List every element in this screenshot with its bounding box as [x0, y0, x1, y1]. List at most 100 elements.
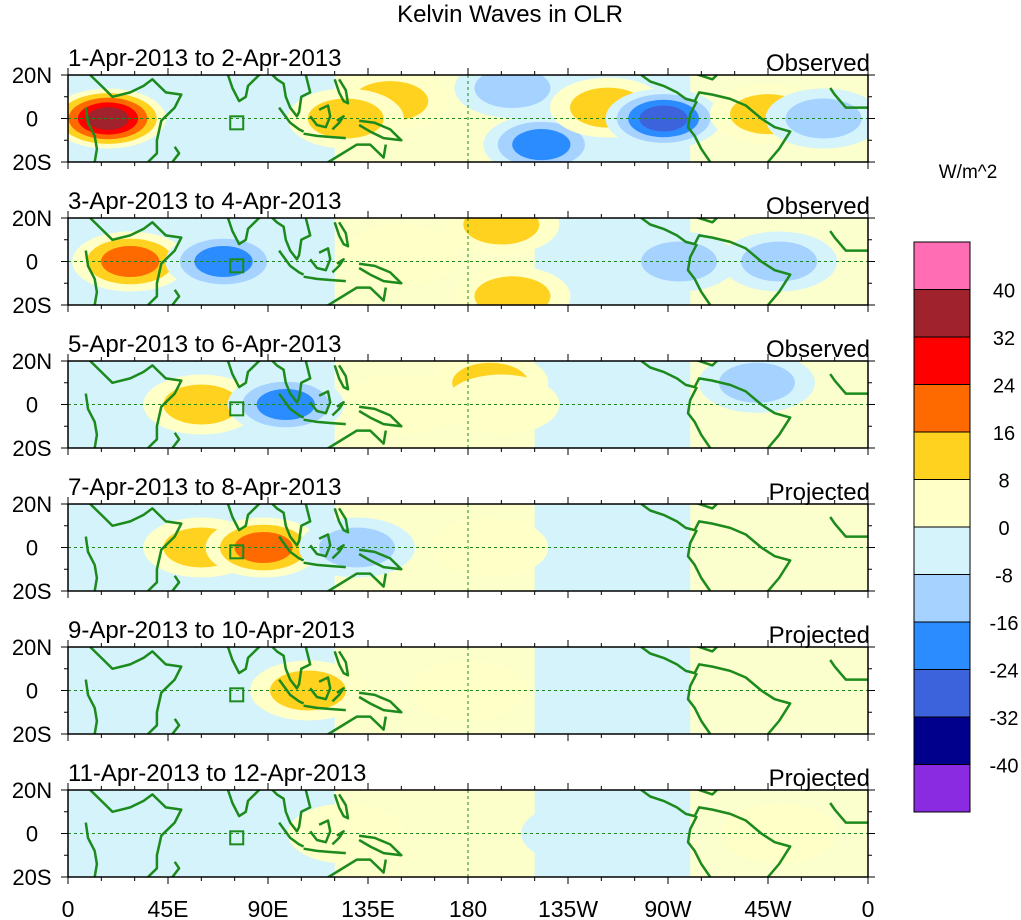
olr-anomaly-contour [234, 531, 293, 564]
colorbar-swatch [913, 764, 971, 813]
coastline [171, 575, 181, 591]
coastline [309, 533, 332, 558]
colorbar-level-label: -24 [990, 661, 1019, 683]
panel: 20N 0 20S 5-Apr-2013 to 6-Apr-2013 Observed [12, 331, 875, 461]
colorbar-swatch [913, 574, 971, 623]
colorbar-level-label: -16 [990, 613, 1019, 635]
coastline [303, 418, 346, 426]
coastline [358, 691, 403, 714]
panel-date-range: 5-Apr-2013 to 6-Apr-2013 [68, 331, 342, 358]
panel: 20N 0 20S 1-Apr-2013 to 2-Apr-2013 Observed [12, 45, 875, 175]
coastline [358, 405, 403, 428]
colorbar: W/m^2 40 32 24 16 8 0 -8 -16 -24 -32 -40 [913, 162, 1019, 813]
coastline [829, 87, 868, 109]
coastline [89, 361, 183, 448]
colorbar-level-label: -8 [995, 566, 1013, 588]
coastline [333, 364, 350, 391]
coastline [89, 504, 183, 591]
coastline [686, 100, 712, 162]
coastline [84, 679, 99, 734]
olr-anomaly-contour [641, 241, 718, 282]
colorbar-swatch [913, 669, 971, 718]
coastline [829, 516, 868, 538]
y-tick-label: 0 [26, 536, 38, 561]
colorbar-level-label: 16 [993, 423, 1015, 445]
colorbar-swatch [913, 431, 971, 480]
coastline [333, 78, 350, 105]
coastline [171, 861, 181, 877]
x-tick-label: 135E [341, 896, 395, 920]
coastline [326, 715, 388, 734]
y-tick-label: 20N [12, 492, 52, 517]
y-tick-label: 20N [12, 349, 52, 374]
coastline [681, 218, 718, 224]
olr-anomaly-contour [721, 803, 838, 864]
olr-anomaly-contour [110, 660, 226, 721]
coastline [333, 507, 350, 534]
olr-anomaly-contour [565, 649, 682, 710]
colorbar-level-label: 32 [993, 328, 1015, 350]
y-tick-label: 20S [12, 436, 51, 461]
chart-title: Kelvin Waves in OLR [397, 1, 623, 28]
olr-anomaly-contour [194, 245, 253, 278]
coastline [829, 373, 868, 395]
coastline [333, 793, 350, 820]
colorbar-swatch [913, 621, 971, 670]
y-tick-label: 20S [12, 293, 51, 318]
coastline [89, 75, 183, 162]
coastline [358, 548, 403, 571]
coastline [640, 504, 792, 591]
coastline [640, 647, 792, 734]
colorbar-title: W/m^2 [939, 162, 998, 183]
panel-date-range: 3-Apr-2013 to 4-Apr-2013 [68, 188, 342, 215]
coastline [278, 535, 305, 562]
region-box [229, 830, 245, 846]
y-tick-label: 20N [12, 63, 52, 88]
coastline [303, 275, 346, 283]
colorbar-level-label: -32 [990, 708, 1019, 730]
coastline [686, 815, 712, 877]
coastline [681, 75, 718, 81]
coastline [326, 143, 388, 162]
panel-date-range: 7-Apr-2013 to 8-Apr-2013 [68, 474, 342, 501]
coastline [225, 647, 312, 690]
coastline [309, 104, 332, 129]
olr-anomaly-contour [741, 241, 818, 282]
coastline [829, 802, 868, 824]
x-tick-label: 45W [744, 896, 792, 920]
coastline [681, 790, 718, 796]
region-box [229, 258, 245, 274]
coastline [686, 672, 712, 734]
y-tick-label: 20S [12, 722, 51, 747]
x-tick-label: 0 [862, 896, 875, 920]
coastline [640, 218, 792, 305]
region-box [229, 115, 245, 131]
olr-anomaly-contour [87, 107, 129, 130]
coastline [171, 146, 181, 162]
y-tick-label: 20S [12, 150, 51, 175]
panel-status: Observed [766, 336, 870, 363]
coastline [225, 218, 312, 261]
y-tick-label: 0 [26, 107, 38, 132]
coastline [640, 75, 792, 162]
coastline [89, 647, 183, 734]
coastline [225, 361, 312, 404]
panel: 20N 0 20S 9-Apr-2013 to 10-Apr-2013 Projecte… [12, 617, 875, 747]
olr-anomaly-contour [98, 803, 215, 864]
y-tick-label: 20N [12, 635, 52, 660]
x-tick-label: 0 [62, 896, 75, 920]
coastline [358, 262, 403, 285]
colorbar-level-label: 24 [993, 376, 1015, 398]
colorbar-level-label: 8 [998, 471, 1009, 493]
y-tick-label: 0 [26, 393, 38, 418]
coastline [278, 106, 305, 133]
coastline [278, 249, 305, 276]
coastline [225, 75, 312, 118]
coastline [303, 132, 346, 140]
coastline [640, 790, 792, 877]
coastline [309, 390, 332, 415]
coastline [84, 107, 99, 162]
coastline [686, 243, 712, 305]
panel-date-range: 1-Apr-2013 to 2-Apr-2013 [68, 45, 342, 72]
